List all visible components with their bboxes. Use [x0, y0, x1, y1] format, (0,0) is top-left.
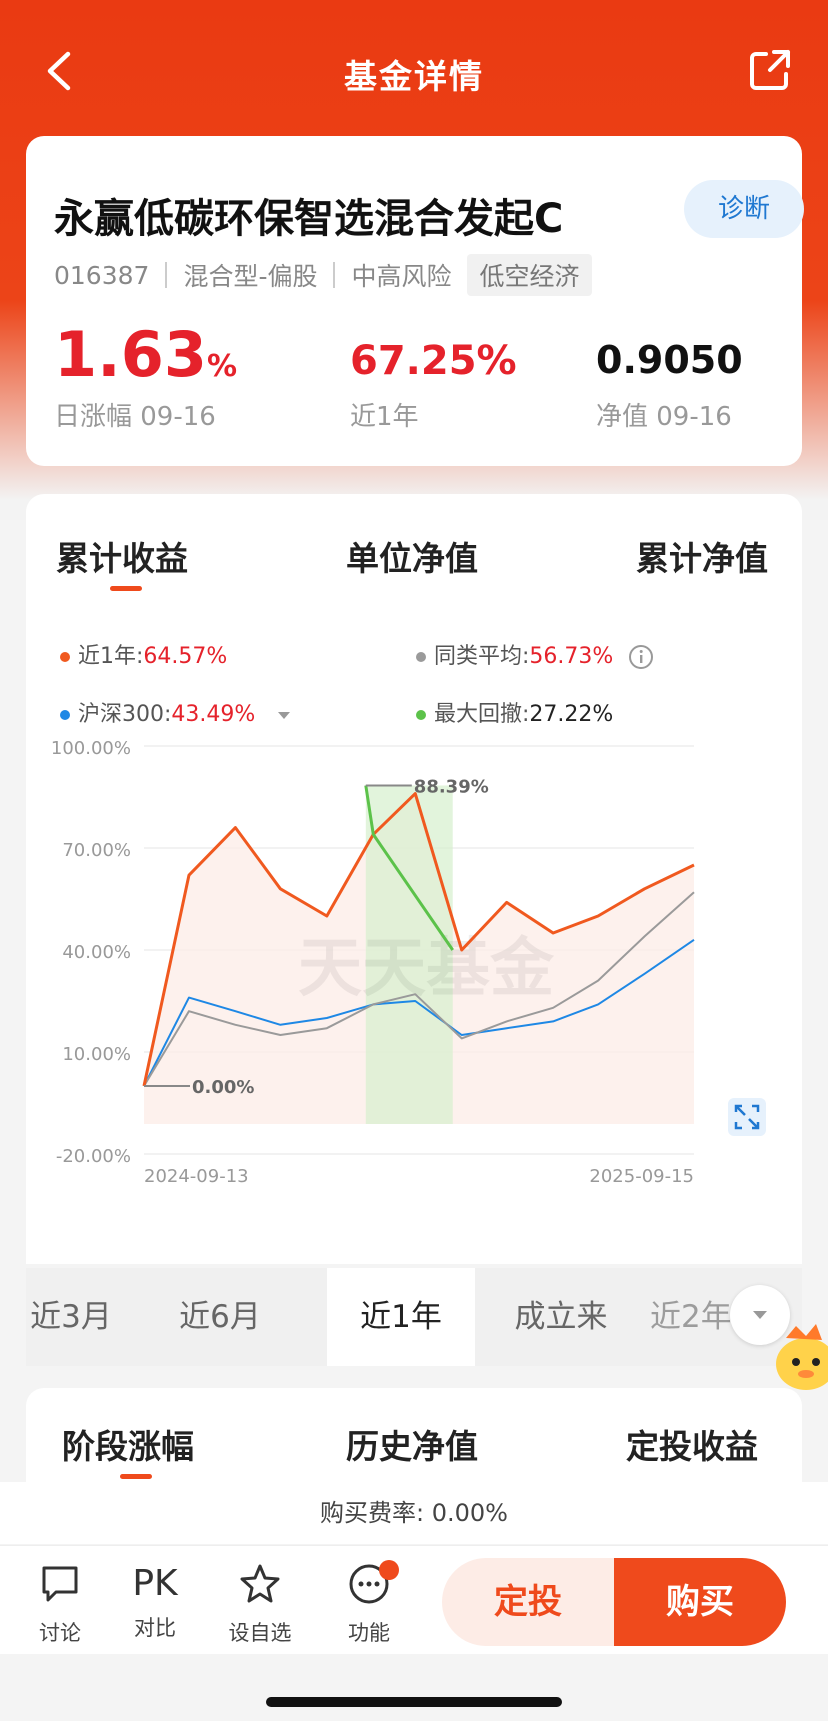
legend-drawdown: 最大回撤:27.22%: [416, 696, 613, 728]
x-tick-label: 2024-09-13: [144, 1166, 249, 1187]
legend-index-label: 沪深300:: [78, 702, 172, 727]
legend-dot-gray: [416, 652, 426, 662]
divider: [333, 262, 336, 288]
buy-button[interactable]: 购买: [614, 1558, 786, 1646]
divider: [165, 262, 168, 288]
series-line-0: [142, 792, 695, 1087]
purchase-fee: 购买费率: 0.00%: [0, 1482, 828, 1544]
fund-type: 混合型-偏股: [183, 262, 318, 291]
y-tick-label: 100.00%: [51, 740, 131, 759]
legend-fund-value: 64.57%: [143, 644, 228, 669]
nav-label: 净值 09-16: [596, 402, 732, 432]
period-tab-2y[interactable]: 近2年: [650, 1299, 730, 1335]
legend-peer-label: 同类平均:: [434, 644, 530, 669]
tab-cumulative-return[interactable]: 累计收益: [56, 539, 188, 578]
series-line-2: [143, 938, 695, 1087]
notification-dot: [379, 1560, 399, 1580]
discuss-label: 讨论: [39, 1621, 81, 1645]
period-more-button[interactable]: [730, 1285, 790, 1345]
period-tab-3m[interactable]: 近3月: [30, 1299, 112, 1335]
active-tab-indicator: [110, 586, 142, 591]
pk-icon: PK: [132, 1563, 178, 1604]
y-tick-label: 40.00%: [62, 942, 131, 963]
y-tick-label: 70.00%: [62, 840, 131, 861]
legend-dot-green: [416, 710, 426, 720]
risk-level: 中高风险: [351, 262, 452, 291]
fund-code: 016387: [54, 260, 150, 290]
legend-fund: 近1年:64.57%: [60, 638, 227, 670]
tab-stage-return[interactable]: 阶段涨幅: [62, 1427, 194, 1466]
daily-change-value: 1.63: [54, 318, 207, 391]
legend-drawdown-value: 27.22%: [529, 702, 614, 727]
drawdown-line: [364, 785, 454, 951]
period-tab-since-inception[interactable]: 成立来: [514, 1299, 608, 1335]
legend-dot-orange: [60, 652, 70, 662]
nav-value: 0.9050: [596, 338, 743, 382]
function-button[interactable]: 功能: [329, 1560, 409, 1647]
mascot-icon[interactable]: [772, 1318, 828, 1394]
annotation-label: 88.39%: [414, 776, 489, 797]
legend-index-value: 43.49%: [171, 702, 256, 727]
chevron-down-icon: [753, 1311, 767, 1319]
bottom-safe-area: [0, 1654, 828, 1721]
chat-bubble-icon: [42, 1566, 78, 1602]
share-icon[interactable]: [748, 48, 792, 92]
series-line-1: [143, 891, 695, 1087]
theme-tag[interactable]: 低空经济: [467, 254, 592, 296]
fund-info-card: 永赢低碳环保智选混合发起C 诊断 016387 混合型-偏股 中高风险 低空经济 1.…: [26, 136, 804, 466]
legend-peer: 同类平均:56.73%: [416, 638, 654, 670]
year-return-label: 近1年: [350, 402, 419, 432]
tab-plan-return[interactable]: 定投收益: [626, 1427, 758, 1466]
compare-button[interactable]: PK 对比: [115, 1562, 195, 1642]
watermark: 天天基金: [298, 932, 555, 1006]
bottom-action-bar: 讨论 PK 对比 设自选 功能 定投 购买: [0, 1545, 828, 1654]
period-tab-6m[interactable]: 近6月: [179, 1299, 261, 1335]
function-label: 功能: [348, 1621, 390, 1645]
discuss-button[interactable]: 讨论: [20, 1562, 100, 1647]
home-indicator: [266, 1697, 562, 1707]
year-return: 67.25%: [350, 338, 517, 384]
y-tick-label: -20.00%: [56, 1146, 131, 1167]
legend-fund-label: 近1年:: [78, 644, 144, 669]
max-drawdown-region: [365, 785, 453, 1124]
fund-meta: 016387 混合型-偏股 中高风险 低空经济: [54, 254, 592, 296]
info-icon[interactable]: [628, 644, 654, 670]
diagnose-button[interactable]: 诊断: [684, 180, 804, 238]
page-title: 基金详情: [344, 57, 484, 96]
legend-index[interactable]: 沪深300:43.49%: [60, 696, 292, 728]
top-bar: 基金详情: [0, 30, 828, 110]
legend-peer-value: 56.73%: [529, 644, 614, 669]
period-tab-1y[interactable]: 近1年: [327, 1268, 475, 1366]
add-watchlist-button[interactable]: 设自选: [220, 1562, 300, 1647]
section-tab-indicator: [120, 1474, 152, 1479]
daily-change-label: 日涨幅 09-16: [54, 402, 216, 432]
daily-change: 1.63%: [54, 318, 237, 391]
compare-label: 对比: [134, 1616, 176, 1640]
period-tabs: 近3月 近6月 近1年 成立来 近2年: [26, 1268, 802, 1366]
section-card: 阶段涨幅 历史净值 定投收益: [26, 1388, 802, 1488]
expand-icon[interactable]: [728, 1098, 766, 1136]
tab-unit-nav[interactable]: 单位净值: [346, 539, 478, 578]
dropdown-triangle-icon[interactable]: [276, 709, 292, 721]
daily-change-unit: %: [206, 349, 238, 384]
back-arrow-icon[interactable]: [40, 48, 80, 94]
watchlist-label: 设自选: [228, 1621, 292, 1645]
legend-drawdown-label: 最大回撤:: [434, 702, 530, 727]
return-chart[interactable]: 100.00% 70.00% 40.00% 10.00% -20.00% 2024-09-…: [26, 740, 802, 1264]
y-tick-label: 10.00%: [62, 1044, 131, 1065]
tab-cumulative-nav[interactable]: 累计净值: [636, 539, 768, 578]
star-icon: [240, 1564, 280, 1603]
more-dots-icon: [349, 1564, 389, 1604]
auto-invest-button[interactable]: 定投: [442, 1558, 614, 1646]
annotation-label: 0.00%: [192, 1077, 254, 1098]
tab-history-nav[interactable]: 历史净值: [346, 1427, 478, 1466]
legend-dot-blue: [60, 710, 70, 720]
chart-card: 累计收益 单位净值 累计净值 近1年:64.57% 同类平均:56.73% 沪深…: [26, 494, 802, 1264]
fund-name: 永赢低碳环保智选混合发起C: [54, 196, 564, 242]
x-tick-label: 2025-09-15: [589, 1166, 694, 1187]
